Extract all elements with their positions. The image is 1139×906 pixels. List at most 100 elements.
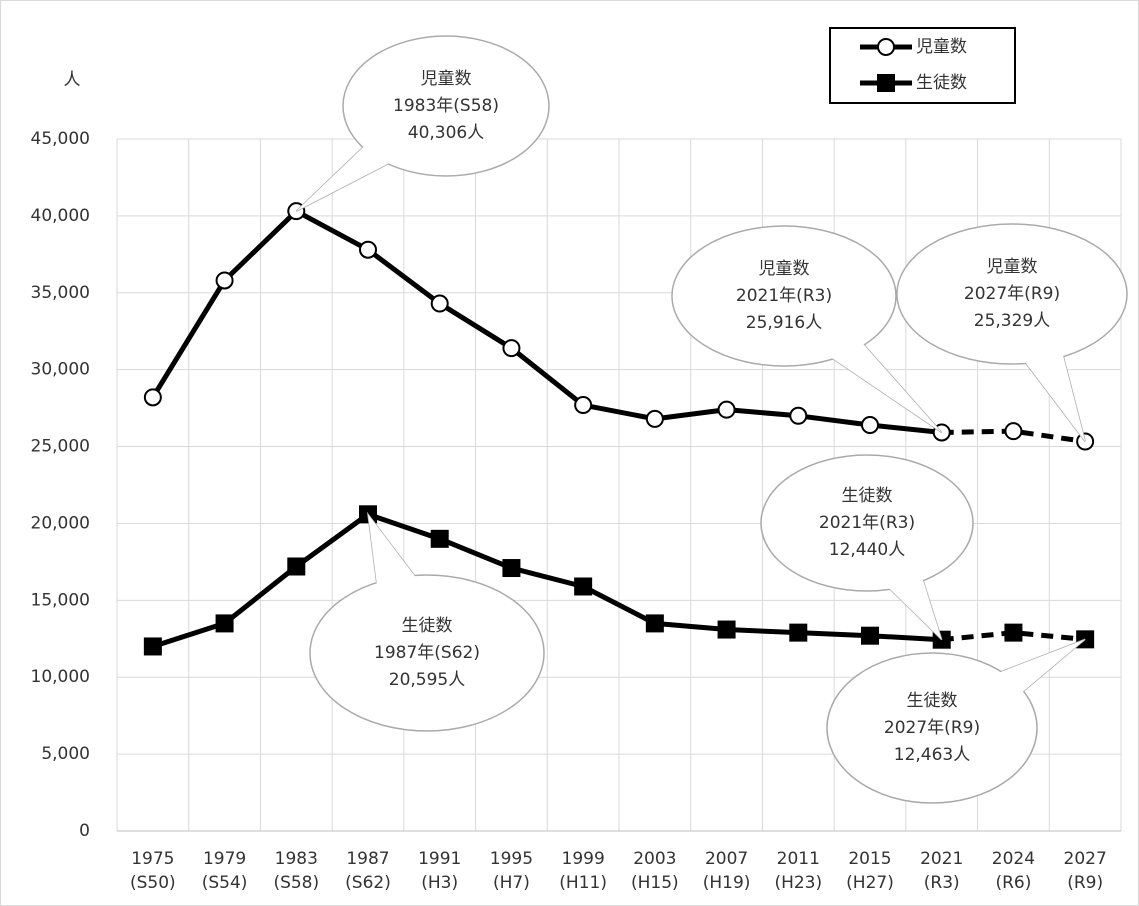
callout: 児童数 1983年(S58) 40,306人 [295, 35, 550, 212]
x-tick-label: (H27) [846, 873, 894, 893]
callout-tail-cover [998, 639, 1086, 694]
x-tick-label: 2021 [920, 849, 963, 869]
x-tick-label: (H7) [493, 873, 530, 893]
callout-bubble [309, 574, 545, 732]
callout-bubble [826, 652, 1038, 804]
x-tick-label: 2027 [1064, 849, 1107, 869]
callout-tail-cover [368, 514, 417, 586]
marker [861, 626, 879, 645]
callout-bubble [342, 35, 550, 177]
x-tick-label: 1987 [346, 849, 389, 869]
marker [717, 400, 736, 419]
callout-text: 2021年(R3) [736, 286, 832, 306]
callout-text: 12,440人 [829, 540, 905, 560]
callout-bubble [760, 454, 974, 592]
y-tick-label: 15,000 [31, 590, 90, 610]
x-tick-label: 1983 [275, 849, 318, 869]
y-tick-label: 10,000 [31, 667, 90, 687]
callout-tail-cover [888, 578, 942, 640]
x-tick-label: (H19) [703, 873, 751, 893]
marker [1004, 422, 1023, 441]
marker [430, 529, 449, 548]
callout-text: 2027年(R9) [964, 284, 1060, 304]
callout-tail-cover [830, 343, 942, 433]
marker [287, 557, 306, 576]
y-tick-label: 0 [79, 821, 90, 841]
x-tick-label: (S58) [273, 873, 319, 893]
y-tick-label: 5,000 [41, 744, 90, 764]
callout-text: 25,916人 [746, 313, 822, 333]
x-tick-label: 1979 [203, 849, 246, 869]
callout: 児童数 2027年(R9) 25,329人 [896, 223, 1128, 442]
y-tick-label: 20,000 [31, 513, 90, 533]
marker [430, 294, 449, 313]
y-tick-label: 30,000 [31, 360, 90, 380]
marker [502, 559, 521, 578]
callout-text: 1983年(S58) [393, 96, 499, 116]
x-tick-label: (H23) [774, 873, 822, 893]
x-tick-label: 2015 [848, 849, 891, 869]
y-unit: 人 [64, 70, 81, 90]
marker [215, 271, 234, 290]
y-tick-label: 25,000 [31, 437, 90, 457]
marker [717, 620, 736, 639]
x-tick-label: (R9) [1067, 873, 1103, 893]
callout-tail-cover [1024, 354, 1086, 442]
callout-text: 25,329人 [974, 311, 1050, 331]
x-tick-label: (R6) [995, 873, 1031, 893]
callout-bubble [671, 225, 897, 367]
x-tick-label: 2007 [705, 849, 748, 869]
marker [502, 339, 521, 358]
marker [645, 614, 664, 633]
callout-text: 生徒数 [842, 486, 893, 506]
x-tick-label: (R3) [924, 873, 960, 893]
callout: 生徒数 2027年(R9) 12,463人 [826, 638, 1086, 804]
callout-text: 生徒数 [907, 691, 958, 711]
callout-text: 12,463人 [894, 745, 970, 765]
marker [215, 614, 234, 633]
x-tick-label: 1999 [562, 849, 605, 869]
x-tick-label: (S50) [130, 873, 176, 893]
x-tick-label: (H11) [559, 873, 607, 893]
callout: 児童数 2021年(R3) 25,916人 [671, 225, 943, 434]
x-tick-label: 1995 [490, 849, 533, 869]
callout-text: 40,306人 [408, 123, 484, 143]
callout-text: 20,595人 [389, 670, 465, 690]
marker [359, 240, 377, 259]
x-tick-label: 2011 [777, 849, 820, 869]
y-tick-label: 35,000 [31, 283, 90, 303]
callout-tail-cover [296, 145, 391, 212]
marker [1004, 623, 1023, 642]
callout-bubble [896, 223, 1128, 365]
projection-line [941, 630, 1086, 643]
callout-text: 児童数 [759, 259, 810, 279]
x-tick-label: (S62) [345, 873, 391, 893]
callout: 生徒数 2021年(R3) 12,440人 [760, 454, 974, 641]
marker [789, 406, 808, 425]
series-line [150, 208, 942, 435]
callout-text: 生徒数 [402, 616, 453, 636]
x-tick-label: 1975 [131, 849, 174, 869]
x-tick-label: 2024 [992, 849, 1035, 869]
marker [574, 577, 593, 596]
x-tick-label: (H15) [631, 873, 679, 893]
series-line [152, 511, 942, 649]
marker [861, 416, 879, 435]
x-tick-label: (S54) [202, 873, 248, 893]
legend-marker [877, 38, 895, 56]
marker [574, 396, 593, 415]
marker [143, 637, 162, 656]
callout-text: 児童数 [987, 257, 1038, 277]
callout-text: 2021年(R3) [819, 513, 915, 533]
y-tick-label: 45,000 [31, 129, 90, 149]
callout-text: 2027年(R9) [884, 718, 980, 738]
x-tick-label: (H3) [421, 873, 458, 893]
x-tick-label: 2003 [633, 849, 676, 869]
legend-box [829, 27, 1016, 104]
marker [645, 409, 664, 428]
callout-text: 児童数 [421, 69, 472, 89]
marker [789, 623, 808, 642]
legend-label: 児童数 [916, 37, 967, 57]
